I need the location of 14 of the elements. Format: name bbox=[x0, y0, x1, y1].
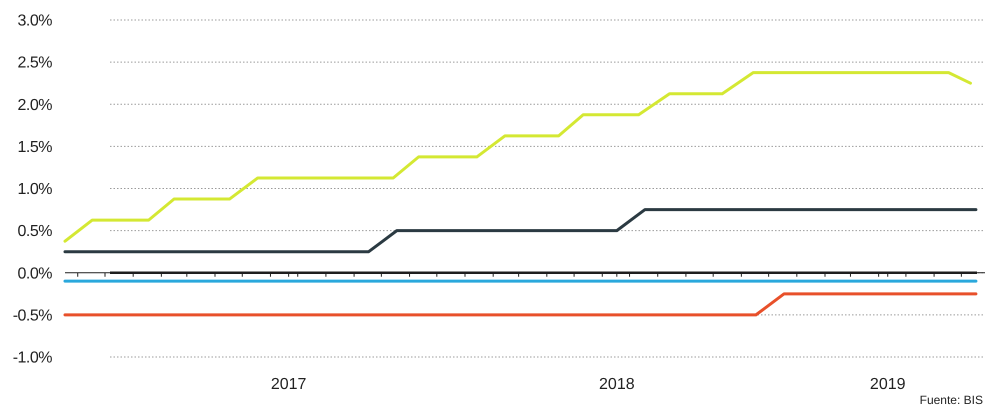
y-tick-label: 0.5% bbox=[18, 223, 52, 240]
x-tick-label: 2019 bbox=[870, 376, 906, 393]
y-tick-label: 0.0% bbox=[18, 265, 52, 282]
x-tick-label: 2017 bbox=[270, 376, 307, 393]
y-tick-label: -0.5% bbox=[12, 307, 52, 324]
y-tick-label: 2.0% bbox=[18, 96, 52, 114]
y-tick-label: 3.0% bbox=[18, 12, 52, 30]
x-tick-label: 2018 bbox=[599, 376, 635, 393]
line-series bbox=[64, 71, 972, 243]
y-tick-label: 1.0% bbox=[18, 181, 52, 198]
y-tick-label: 2.5% bbox=[18, 54, 52, 72]
y-tick-label: -1.0% bbox=[12, 350, 52, 367]
y-tick-label: 1.5% bbox=[18, 138, 52, 156]
source-note: Fuente: BIS bbox=[920, 393, 983, 407]
